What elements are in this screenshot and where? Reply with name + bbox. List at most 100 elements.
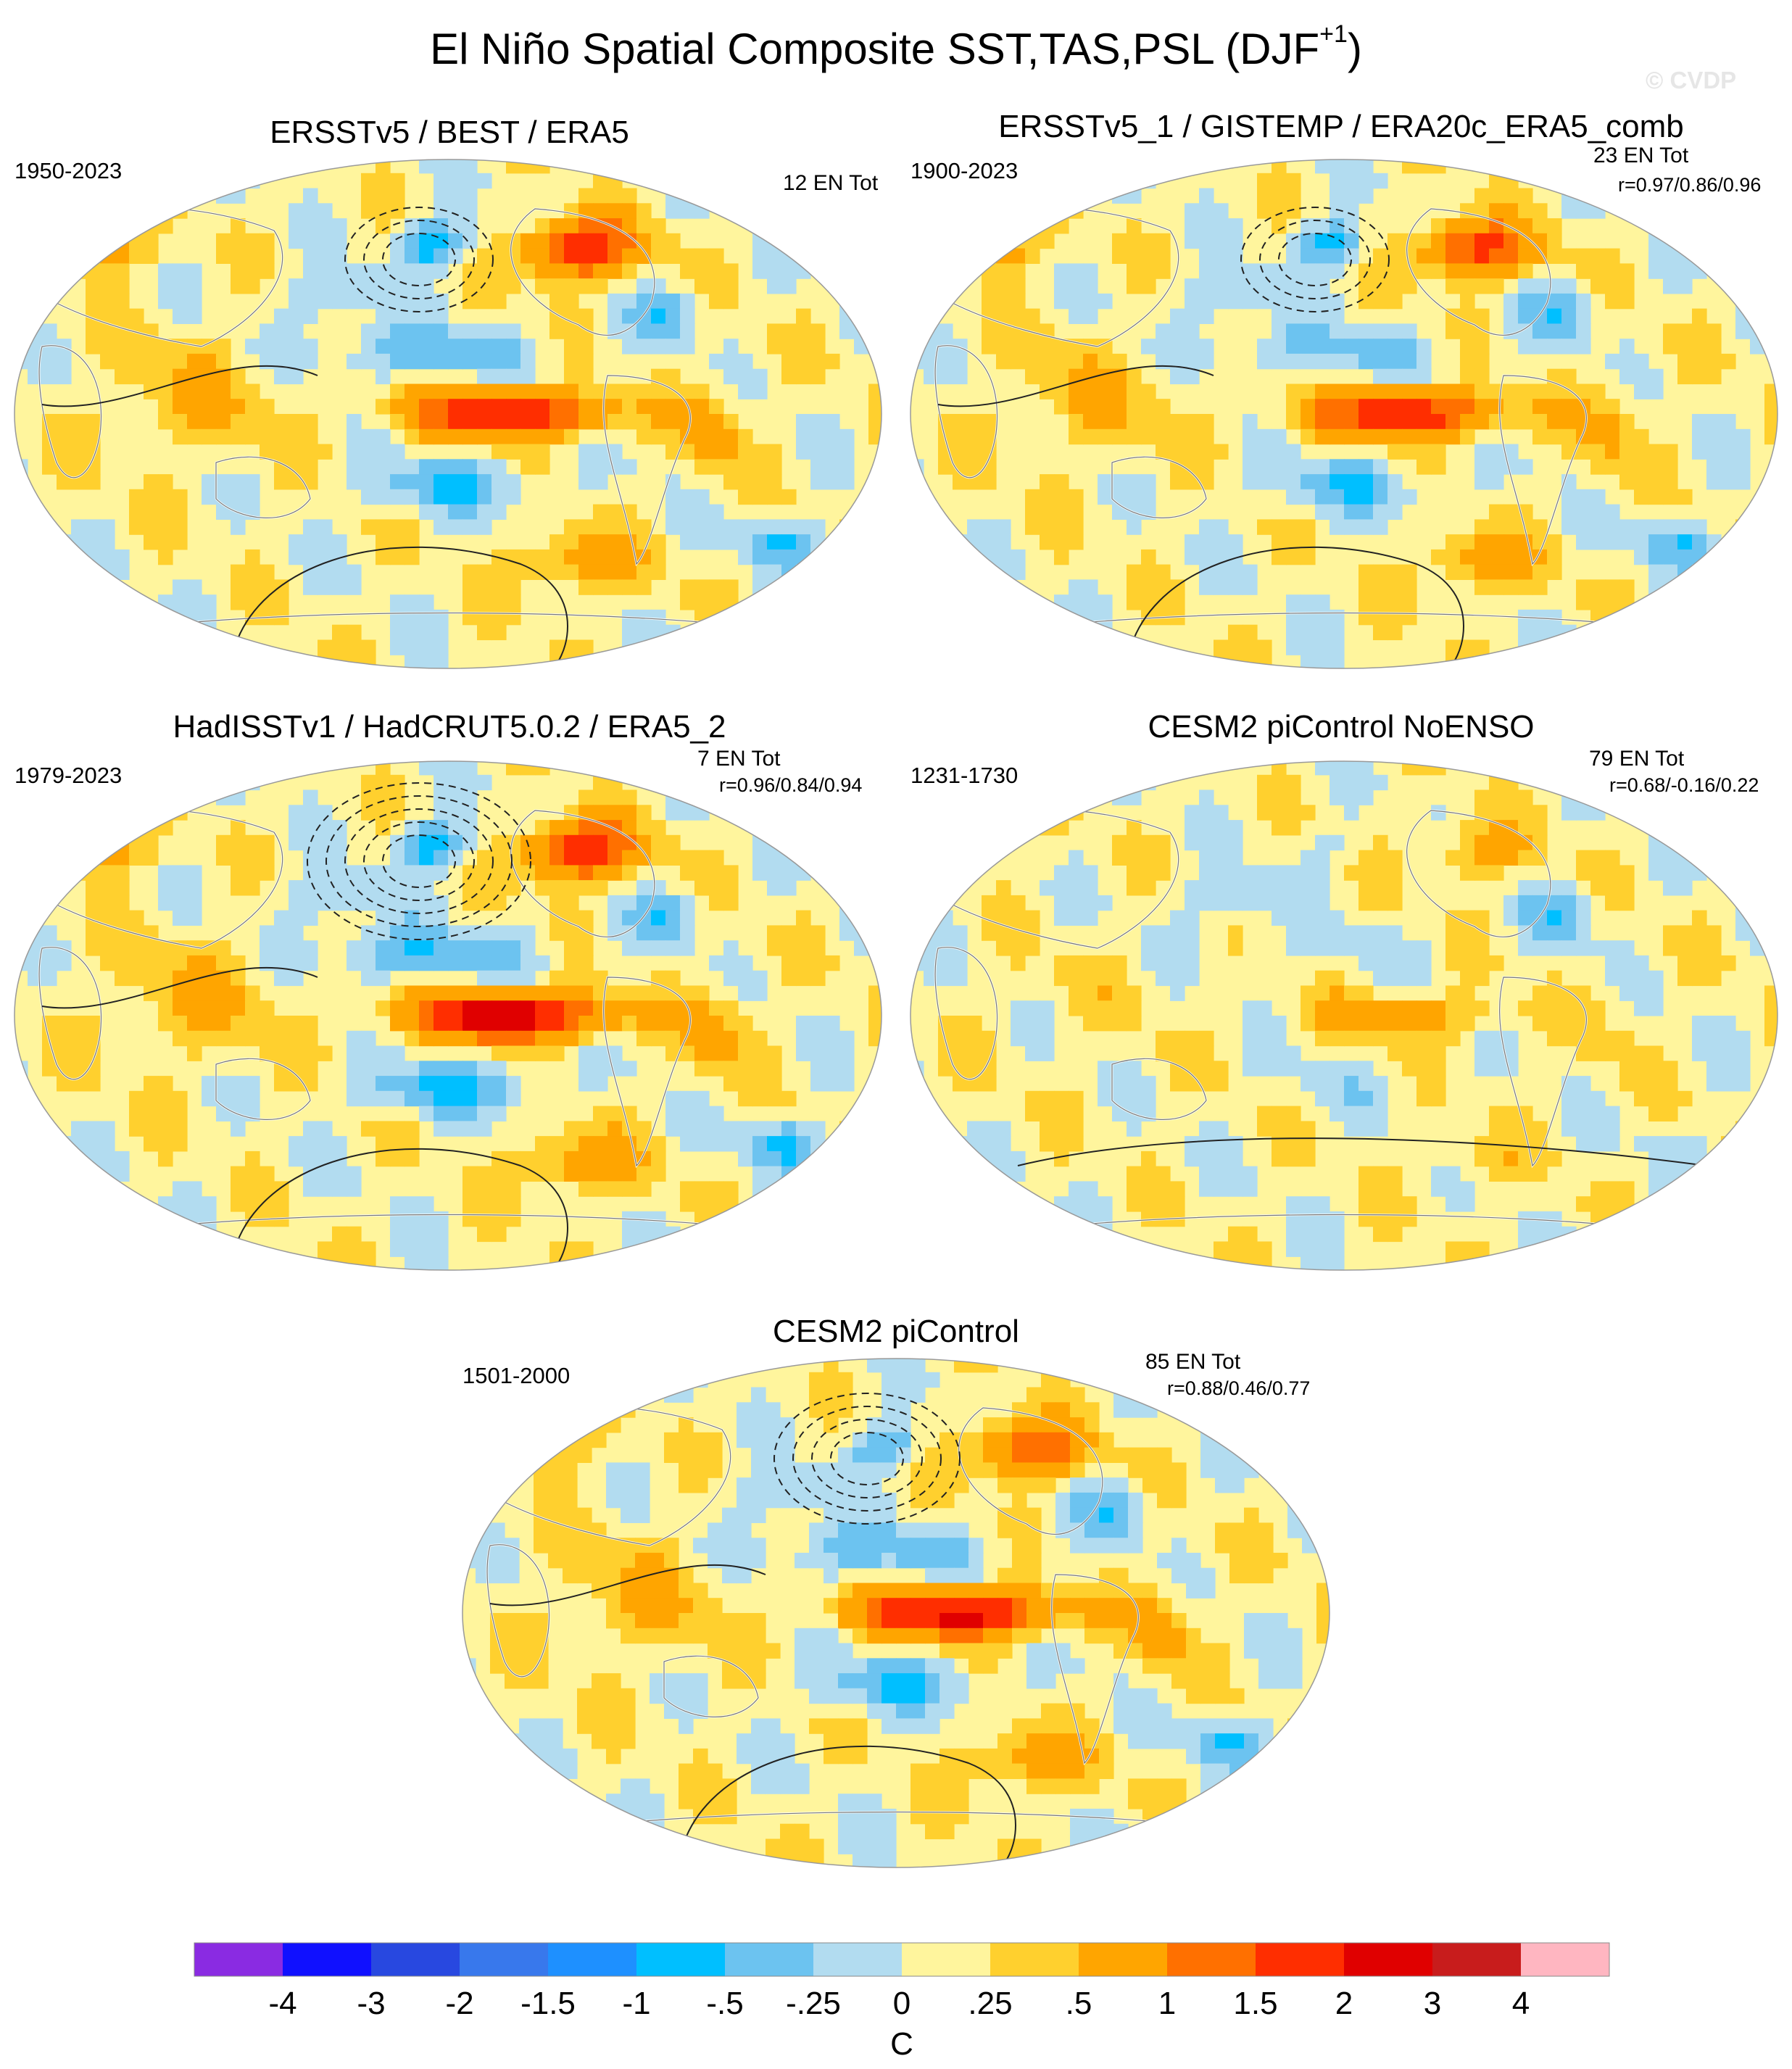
map-cell [187, 1181, 202, 1197]
map-cell [996, 1136, 1011, 1152]
map-cell [938, 1166, 953, 1182]
map-cell [419, 1016, 434, 1032]
map-cell [854, 308, 869, 324]
map-cell [1561, 880, 1577, 896]
map-cell [593, 1121, 608, 1137]
map-cell [42, 323, 57, 339]
map-cell [1503, 383, 1519, 399]
map-cell [1677, 655, 1693, 668]
map-cell [216, 428, 231, 445]
map-cell [1070, 1447, 1085, 1463]
map-cell [1460, 534, 1475, 550]
map-cell [839, 1150, 855, 1167]
map-cell [448, 925, 463, 941]
map-cell [1518, 383, 1533, 399]
map-cell [477, 323, 492, 339]
map-cell [1185, 414, 1200, 430]
map-cell [824, 1402, 839, 1418]
map-cell [737, 1507, 752, 1523]
map-cell [303, 955, 318, 971]
map-cell [1025, 761, 1040, 776]
map-cell [651, 308, 666, 324]
map-cell [996, 203, 1011, 219]
map-cell [1518, 534, 1533, 550]
map-cell [1576, 248, 1591, 264]
map-cell [839, 549, 855, 565]
map-cell [636, 1166, 652, 1182]
map-cell [1677, 549, 1693, 565]
map-cell [1619, 278, 1635, 294]
map-cell [303, 579, 318, 595]
map-cell [477, 1226, 492, 1243]
map-cell [622, 834, 637, 851]
psl-contour-positive [937, 365, 1214, 407]
map-border [910, 760, 1778, 1271]
map-cell [694, 159, 710, 174]
map-cell [708, 1432, 723, 1448]
map-cell [376, 474, 391, 490]
map-cell [1286, 263, 1301, 279]
map-cell [1185, 910, 1200, 926]
map-cell [86, 639, 101, 655]
map-cell [910, 504, 924, 520]
map-cell [1590, 263, 1606, 279]
map-cell [332, 263, 347, 279]
map-cell [564, 323, 579, 339]
map-cell [462, 173, 478, 189]
map-cell [129, 761, 144, 776]
map-cell [1387, 970, 1403, 987]
psl-contour-negative [382, 233, 456, 286]
map-cell [1286, 1241, 1301, 1257]
map-cell [260, 248, 275, 264]
map-cell [1750, 233, 1765, 249]
map-cell [1315, 655, 1330, 668]
map-cell [1156, 579, 1171, 595]
map-cell [318, 1241, 333, 1257]
map-cell [477, 774, 492, 791]
map-cell [376, 353, 391, 370]
map-cell [1373, 1226, 1388, 1243]
map-cell [519, 1447, 534, 1463]
map-cell [520, 1045, 536, 1061]
map-cell [752, 218, 768, 234]
map-cell [796, 1045, 811, 1061]
map-cell [1547, 218, 1562, 234]
map-cell [1605, 594, 1620, 610]
map-cell [405, 1061, 420, 1077]
map-cell [1750, 218, 1765, 234]
map-cell [14, 1196, 28, 1212]
map-cell [1156, 940, 1171, 956]
map-cell [491, 444, 507, 460]
map-cell [1387, 1196, 1403, 1212]
map-cell [144, 474, 159, 490]
map-cell [1764, 1000, 1778, 1016]
map-cell [1040, 774, 1055, 791]
map-cell [723, 1000, 739, 1016]
map-cell [607, 248, 623, 264]
map-cell [953, 414, 968, 430]
map-cell [1706, 655, 1722, 668]
map-cell [231, 159, 246, 174]
map-cell [477, 955, 492, 971]
map-cell [245, 1181, 260, 1197]
map-cell [1489, 549, 1504, 565]
map-cell [1590, 1106, 1606, 1121]
map-cell [709, 1030, 724, 1047]
map-cell [896, 1402, 911, 1418]
map-cell [1692, 1166, 1707, 1182]
map-cell [982, 459, 997, 475]
map-cell [723, 159, 739, 174]
map-cell [231, 594, 246, 610]
map-cell [1735, 1076, 1751, 1092]
map-cell [202, 985, 217, 1001]
map-cell [1257, 880, 1272, 896]
map-cell [953, 1256, 968, 1270]
map-cell [1040, 1045, 1055, 1061]
map-cell [549, 1045, 565, 1061]
map-cell [1054, 534, 1069, 550]
map-cell [506, 353, 521, 370]
map-cell [1692, 353, 1707, 370]
map-cell [664, 1567, 679, 1584]
map-cell [1199, 1030, 1214, 1047]
map-cell [28, 850, 43, 866]
